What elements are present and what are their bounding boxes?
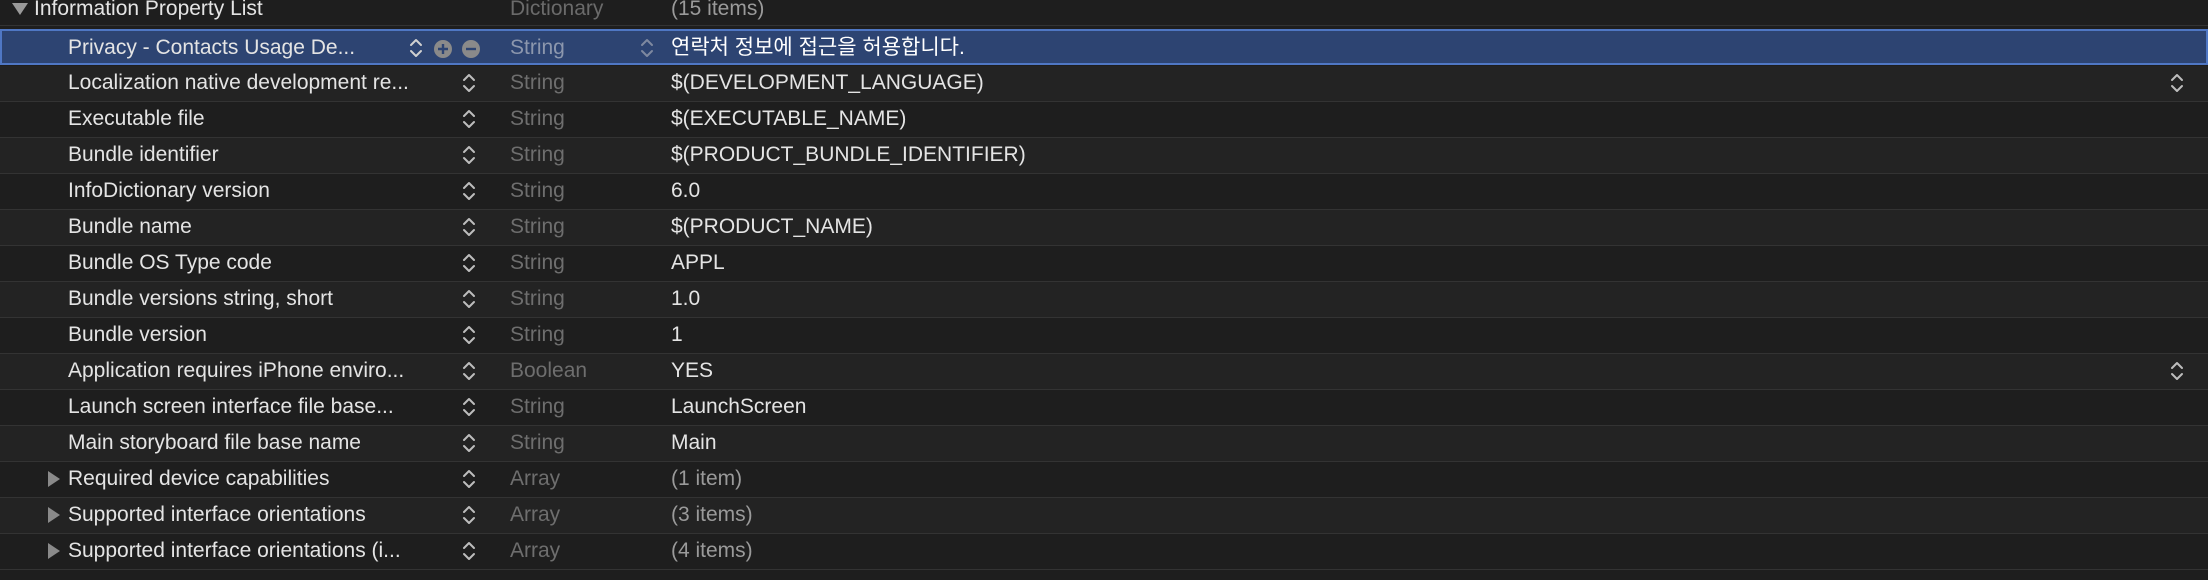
- row-key[interactable]: Bundle identifier: [68, 143, 219, 166]
- plist-row[interactable]: Supported interface orientations (i... A…: [0, 534, 2208, 570]
- plist-row[interactable]: Privacy - Contacts Usage De... String 연락…: [0, 29, 2208, 65]
- row-value[interactable]: 1: [671, 323, 683, 346]
- plist-row[interactable]: Bundle versions string, short String 1.0: [0, 282, 2208, 318]
- up-down-chevron-icon[interactable]: [2168, 354, 2186, 388]
- row-type[interactable]: String: [510, 323, 565, 346]
- disclosure-triangle-icon[interactable]: [46, 462, 62, 496]
- row-value[interactable]: $(DEVELOPMENT_LANGUAGE): [671, 71, 984, 94]
- row-type[interactable]: Array: [510, 503, 561, 526]
- row-type[interactable]: Boolean: [510, 359, 588, 382]
- row-key[interactable]: Executable file: [68, 107, 205, 130]
- row-key[interactable]: Launch screen interface file base...: [68, 395, 394, 418]
- plist-row[interactable]: Bundle identifier String $(PRODUCT_BUNDL…: [0, 138, 2208, 174]
- row-type[interactable]: String: [510, 251, 565, 274]
- up-down-chevron-icon[interactable]: [460, 138, 478, 172]
- row-value[interactable]: YES: [671, 359, 714, 382]
- plist-row[interactable]: Launch screen interface file base... Str…: [0, 390, 2208, 426]
- row-key[interactable]: Bundle versions string, short: [68, 287, 333, 310]
- row-value: (4 items): [671, 539, 753, 562]
- row-key[interactable]: Localization native development re...: [68, 71, 409, 94]
- row-value[interactable]: LaunchScreen: [671, 395, 807, 418]
- row-type[interactable]: String: [510, 215, 565, 238]
- up-down-chevron-icon[interactable]: [460, 462, 478, 496]
- plist-row[interactable]: Supported interface orientations Array (…: [0, 498, 2208, 534]
- up-down-chevron-icon[interactable]: [460, 174, 478, 208]
- row-key[interactable]: InfoDictionary version: [68, 179, 270, 202]
- up-down-chevron-icon[interactable]: [460, 390, 478, 424]
- row-type[interactable]: String: [510, 395, 565, 418]
- row-type[interactable]: String: [510, 431, 565, 454]
- row-type[interactable]: String: [510, 107, 565, 130]
- up-down-chevron-icon[interactable]: [460, 102, 478, 136]
- row-type[interactable]: Array: [510, 467, 561, 490]
- row-value[interactable]: 6.0: [671, 179, 701, 202]
- plist-row[interactable]: InfoDictionary version String 6.0: [0, 174, 2208, 210]
- row-type[interactable]: String: [510, 287, 565, 310]
- row-value: (1 item): [671, 467, 743, 490]
- root-row[interactable]: Information Property List Dictionary (15…: [0, 0, 2208, 26]
- row-value: (3 items): [671, 503, 753, 526]
- up-down-chevron-icon[interactable]: [2168, 66, 2186, 100]
- plist-row[interactable]: Main storyboard file base name String Ma…: [0, 426, 2208, 462]
- row-value[interactable]: APPL: [671, 251, 725, 274]
- row-type[interactable]: String: [510, 71, 565, 94]
- plus-circle-icon[interactable]: [434, 40, 452, 58]
- row-key[interactable]: Required device capabilities: [68, 467, 330, 490]
- row-key[interactable]: Privacy - Contacts Usage De...: [68, 36, 356, 59]
- disclosure-triangle-icon[interactable]: [12, 0, 28, 24]
- root-key: Information Property List: [34, 0, 263, 20]
- plist-row[interactable]: Application requires iPhone enviro... Bo…: [0, 354, 2208, 390]
- plist-row[interactable]: Localization native development re... St…: [0, 66, 2208, 102]
- row-key[interactable]: Bundle name: [68, 215, 192, 238]
- row-value[interactable]: $(PRODUCT_NAME): [671, 215, 873, 238]
- row-value[interactable]: 1.0: [671, 287, 701, 310]
- up-down-chevron-icon[interactable]: [638, 31, 656, 65]
- disclosure-triangle-icon[interactable]: [46, 498, 62, 532]
- row-type[interactable]: String: [510, 179, 565, 202]
- row-value[interactable]: $(PRODUCT_BUNDLE_IDENTIFIER): [671, 143, 1026, 166]
- row-key[interactable]: Bundle version: [68, 323, 207, 346]
- minus-circle-icon[interactable]: [462, 40, 480, 58]
- root-type: Dictionary: [510, 0, 604, 20]
- row-value[interactable]: $(EXECUTABLE_NAME): [671, 107, 907, 130]
- row-key[interactable]: Supported interface orientations: [68, 503, 366, 526]
- row-type[interactable]: String: [510, 143, 565, 166]
- up-down-chevron-icon[interactable]: [460, 426, 478, 460]
- plist-row[interactable]: Bundle version String 1: [0, 318, 2208, 354]
- row-type[interactable]: Array: [510, 539, 561, 562]
- row-value[interactable]: Main: [671, 431, 717, 454]
- up-down-chevron-icon[interactable]: [460, 354, 478, 388]
- plist-row[interactable]: Executable file String $(EXECUTABLE_NAME…: [0, 102, 2208, 138]
- up-down-chevron-icon[interactable]: [460, 282, 478, 316]
- row-type[interactable]: String: [510, 36, 565, 59]
- disclosure-triangle-icon[interactable]: [46, 534, 62, 568]
- up-down-chevron-icon[interactable]: [407, 31, 425, 65]
- row-key[interactable]: Supported interface orientations (i...: [68, 539, 401, 562]
- up-down-chevron-icon[interactable]: [460, 534, 478, 568]
- up-down-chevron-icon[interactable]: [460, 66, 478, 100]
- row-key[interactable]: Application requires iPhone enviro...: [68, 359, 405, 382]
- up-down-chevron-icon[interactable]: [460, 318, 478, 352]
- plist-row[interactable]: Bundle name String $(PRODUCT_NAME): [0, 210, 2208, 246]
- up-down-chevron-icon[interactable]: [460, 498, 478, 532]
- up-down-chevron-icon[interactable]: [460, 210, 478, 244]
- up-down-chevron-icon[interactable]: [460, 246, 478, 280]
- row-key[interactable]: Main storyboard file base name: [68, 431, 361, 454]
- row-value[interactable]: 연락처 정보에 접근을 허용합니다.: [671, 36, 965, 59]
- root-value: (15 items): [671, 0, 765, 20]
- row-key[interactable]: Bundle OS Type code: [68, 251, 272, 274]
- plist-row[interactable]: Required device capabilities Array (1 it…: [0, 462, 2208, 498]
- plist-row[interactable]: Bundle OS Type code String APPL: [0, 246, 2208, 282]
